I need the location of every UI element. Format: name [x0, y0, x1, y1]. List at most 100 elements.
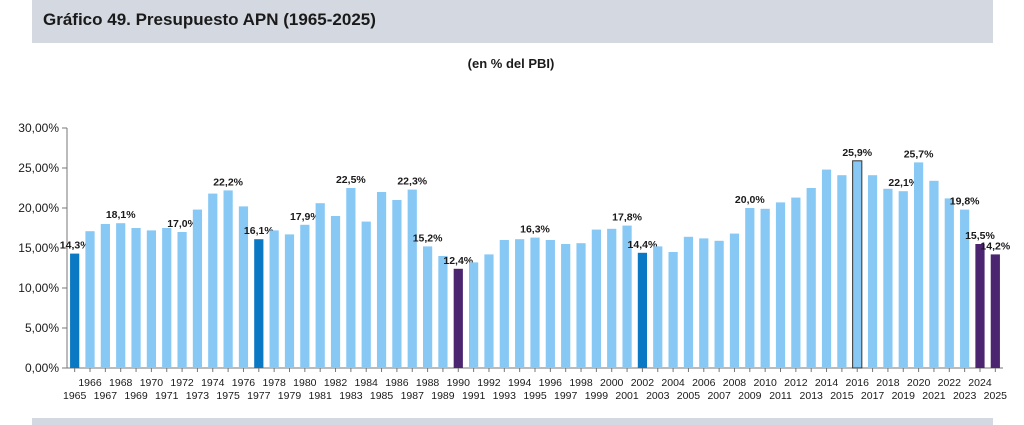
y-tick-label: 20,00% — [18, 201, 59, 215]
bar-2017 — [867, 175, 878, 368]
data-label-2002: 14,4% — [628, 239, 658, 251]
x-tick-label-2007: 2007 — [707, 390, 731, 402]
x-tick-label-1985: 1985 — [370, 390, 394, 402]
bar-1976 — [238, 206, 249, 368]
y-tick-label: 30,00% — [18, 121, 59, 135]
x-tick-label-2005: 2005 — [677, 390, 701, 402]
bar-1980 — [300, 224, 310, 368]
x-tick-label-1966: 1966 — [78, 377, 102, 389]
x-tick-label-2021: 2021 — [922, 390, 946, 402]
chart-area: (en % del PBI) 0,00% 5,00% 10,00% 15,00% 20,0… — [6, 44, 1016, 416]
bar-1985 — [376, 192, 387, 368]
bar-2004 — [668, 252, 678, 368]
bar-1983 — [346, 188, 356, 368]
x-tick-label-1978: 1978 — [262, 377, 286, 389]
x-tick-label-2013: 2013 — [800, 390, 824, 402]
x-tick-label-2015: 2015 — [830, 390, 854, 402]
y-tick-label: 15,00% — [18, 241, 59, 255]
x-tick-label-2003: 2003 — [646, 390, 670, 402]
x-tick-label-1976: 1976 — [232, 377, 256, 389]
x-tick-label-2023: 2023 — [953, 390, 977, 402]
x-tick-label-2006: 2006 — [692, 377, 716, 389]
bar-1995 — [530, 237, 540, 368]
bar-1999 — [591, 229, 601, 368]
x-tick-label-1999: 1999 — [585, 390, 609, 402]
bar-2010 — [760, 208, 770, 368]
bar-1978 — [269, 230, 279, 368]
x-tick-label-2020: 2020 — [907, 377, 931, 389]
x-tick-label-1990: 1990 — [447, 377, 471, 389]
x-tick-label-2011: 2011 — [769, 390, 792, 402]
data-label-1990: 12,4% — [443, 255, 473, 267]
x-tick-label-2010: 2010 — [753, 377, 777, 389]
bar-2012 — [791, 197, 801, 368]
bar-1970 — [146, 230, 156, 368]
bar-2024 — [975, 244, 985, 368]
x-tick-label-1987: 1987 — [401, 390, 425, 402]
x-tick-label-2017: 2017 — [861, 390, 885, 402]
bar-2021 — [929, 180, 939, 368]
x-tick-label-1977: 1977 — [247, 390, 271, 402]
bar-1969 — [131, 228, 141, 368]
x-tick-label-1970: 1970 — [140, 377, 164, 389]
bar-2020 — [914, 162, 924, 368]
bar-2009 — [745, 208, 755, 368]
x-tick-label-2019: 2019 — [892, 390, 916, 402]
x-tick-label-1986: 1986 — [385, 377, 409, 389]
bar-1965 — [70, 253, 80, 368]
bar-2023 — [960, 209, 970, 368]
x-tick-label-2012: 2012 — [784, 377, 808, 389]
x-tick-label-1996: 1996 — [539, 377, 563, 389]
x-tick-label-1997: 1997 — [554, 390, 578, 402]
bar-2003 — [653, 246, 663, 368]
x-tick-label-1973: 1973 — [186, 390, 210, 402]
bar-1977 — [254, 239, 264, 368]
data-label-2023: 19,8% — [950, 196, 980, 208]
bar-1998 — [576, 243, 586, 368]
x-tick-label-2024: 2024 — [968, 377, 992, 389]
y-tick-label: 25,00% — [18, 161, 59, 175]
data-label-2024: 15,5% — [965, 230, 995, 242]
bar-2013 — [806, 188, 816, 368]
bar-1990 — [453, 268, 463, 368]
data-label-1972: 17,0% — [167, 218, 197, 230]
x-tick-label-1983: 1983 — [339, 390, 363, 402]
bar-2018 — [883, 188, 893, 368]
bar-1967 — [100, 224, 110, 368]
x-tick-label-2009: 2009 — [738, 390, 762, 402]
x-tick-label-1969: 1969 — [124, 390, 148, 402]
x-tick-label-1972: 1972 — [170, 377, 194, 389]
chart-subtitle: (en % del PBI) — [468, 56, 555, 71]
data-label-1988: 15,2% — [413, 232, 443, 244]
data-label-2001: 17,8% — [612, 212, 642, 224]
data-label-2019: 22,1% — [888, 177, 918, 189]
x-tick-label-1993: 1993 — [493, 390, 517, 402]
bar-1989 — [438, 256, 448, 368]
bar-1981 — [315, 203, 325, 368]
bar-2005 — [683, 236, 694, 368]
x-tick-label-2008: 2008 — [723, 377, 747, 389]
y-tick-label: 10,00% — [18, 281, 59, 295]
bar-2016 — [852, 160, 863, 369]
bar-1968 — [116, 223, 126, 368]
x-tick-label-1980: 1980 — [293, 377, 317, 389]
budget-bar-chart: (en % del PBI) 0,00% 5,00% 10,00% 15,00% 20,0… — [18, 56, 1011, 402]
x-tick-label-2001: 2001 — [615, 390, 639, 402]
bar-2019 — [898, 191, 908, 368]
data-label-1983: 22,5% — [336, 174, 366, 186]
x-tick-label-2018: 2018 — [876, 377, 900, 389]
bar-1991 — [469, 262, 479, 368]
bar-1971 — [162, 228, 172, 368]
data-label-1987: 22,3% — [397, 176, 427, 188]
x-tick-label-2025: 2025 — [984, 390, 1008, 402]
x-tick-label-1982: 1982 — [324, 377, 348, 389]
x-tick-label-1988: 1988 — [416, 377, 440, 389]
x-tick-label-1989: 1989 — [431, 390, 455, 402]
x-tick-label-1975: 1975 — [216, 390, 240, 402]
bar-2006 — [699, 238, 709, 368]
x-tick-label-1994: 1994 — [508, 377, 532, 389]
data-label-1975: 22,2% — [213, 176, 243, 188]
bar-1984 — [361, 221, 371, 368]
x-tick-label-1998: 1998 — [569, 377, 593, 389]
